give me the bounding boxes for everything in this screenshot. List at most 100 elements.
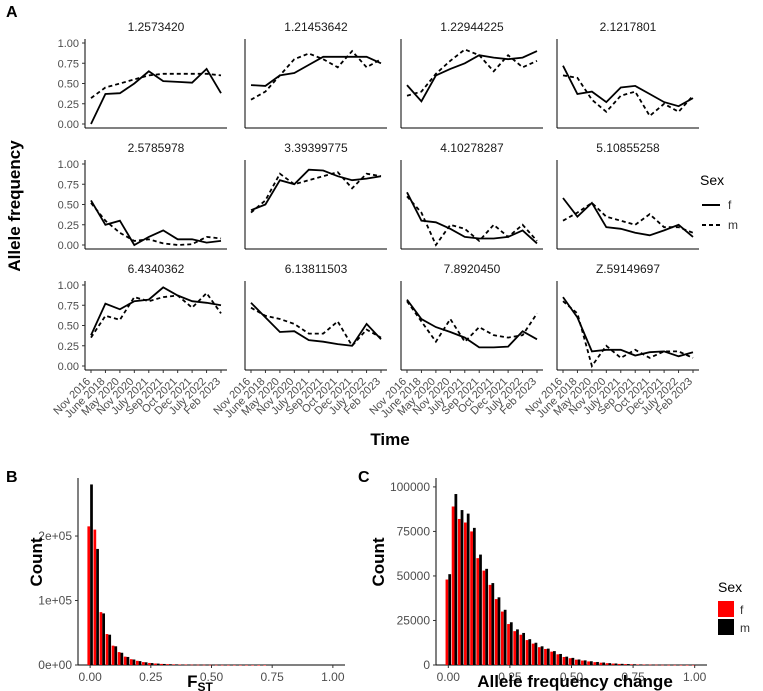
bar-m [472,527,476,665]
panel-c-legend-f-label: f [740,603,744,617]
panel-a-legend-m-label: m [728,218,738,232]
y-tick-label: 0.00 [58,240,79,252]
bar-m [559,653,562,665]
panel-a-x-axis-label: Time [370,430,409,449]
panel-a-legend-title: Sex [700,172,724,188]
x-tick-label: 0.25 [498,670,522,684]
bar-f [208,664,212,666]
bar-m [266,664,269,666]
bar-f [245,664,248,666]
bar-m [132,659,136,665]
series-f-line [90,199,222,247]
y-tick-label: 0e+00 [38,658,72,672]
bar-m [670,664,673,666]
y-tick-label: 1.00 [58,280,79,292]
series-m-line [406,300,538,344]
bar-f [93,529,97,665]
bar-m [241,664,245,666]
bar-m [546,648,550,665]
bar-f [457,518,461,665]
y-tick-label: 1.00 [58,38,79,50]
bar-m [217,664,221,666]
bar-f [537,647,541,665]
facet-title: 1.21453642 [284,20,348,34]
bar-f [233,664,236,666]
bar-m [479,554,482,665]
facet-8: 5.10855258 [556,141,699,250]
y-tick-label: 0.75 [58,300,79,312]
y-tick-label: 0.50 [58,200,79,212]
y-tick-label: 0.00 [58,361,79,373]
bar-f [531,643,535,665]
facet-title: 6.4340362 [128,262,185,276]
series-f-line [90,286,222,336]
bar-m [577,659,581,665]
bar-f [691,664,695,666]
series-f-line [250,55,382,87]
series-f-line [406,50,538,103]
bar-f [251,664,254,666]
series-m-line [90,72,222,99]
series-m-line [90,202,222,246]
series-m-line [250,49,382,101]
panel-a-facets: 1.2573420 0.00 0.25 0.50 0.75 1.00 1.21453642 1… [51,20,699,420]
bar-f [500,611,504,665]
panel-a-y-axis-label: Allele frequency [5,140,24,272]
bar-f [99,612,103,665]
bar-f [667,664,671,666]
bar-m [583,660,587,665]
bar-f [226,664,230,666]
series-m-line [406,195,538,247]
x-tick-label: 0.50 [200,670,224,684]
bar-m [688,664,692,666]
facet-title: 6.13811503 [285,262,348,276]
facet-title: 2.5785978 [128,141,185,155]
panel-b-histogram: 0e+00 1e+05 2e+05 0.00 0.25 0.50 0.75 1.00 [38,478,345,684]
bar-f [679,664,683,666]
bar-m [522,632,525,665]
x-tick-label: 0.00 [437,670,461,684]
x-tick-label: 0.00 [78,670,102,684]
facet-6: 3.39399775 [244,141,387,250]
bar-m [162,663,166,665]
bar-f [172,664,176,665]
facet-5: 2.5785978 0.00 0.25 0.50 0.75 1.00 [58,141,227,252]
bar-m [169,664,172,665]
bar-f [105,634,109,665]
x-tick-label: 1.00 [321,670,345,684]
bar-f [239,664,242,666]
bar-f [611,663,615,665]
bar-m [211,664,215,666]
bar-m [460,510,464,665]
bar-f [470,531,473,665]
bar-f [148,662,151,665]
bar-m [485,568,489,665]
bar-f [574,659,578,665]
bar-m [138,661,142,665]
bar-f [190,664,194,666]
bar-m [96,548,99,665]
bar-m [175,664,178,665]
bar-f [220,664,224,666]
panel-c-histogram: 0 25000 50000 75000 100000 0.00 0.25 0.50 0.75 1.… [390,478,707,684]
bar-m [229,664,233,666]
series-f-line [406,299,538,349]
bar-f [129,659,133,665]
bar-m [608,663,612,665]
y-tick-label: 1.00 [58,159,79,171]
bar-f [263,664,267,666]
bar-f [154,663,157,665]
facet-title: 2.1217801 [600,20,657,34]
bar-f [142,662,145,665]
bar-m [181,664,184,666]
bar-m [589,661,593,665]
panel-c-legend-title: Sex [718,579,742,595]
y-tick-label: 0.25 [58,341,79,353]
bar-m [235,664,239,666]
facet-2: 1.21453642 [244,20,387,129]
panel-a-legend: Sex f m [700,172,738,232]
panel-c-legend-m-swatch [718,619,734,635]
